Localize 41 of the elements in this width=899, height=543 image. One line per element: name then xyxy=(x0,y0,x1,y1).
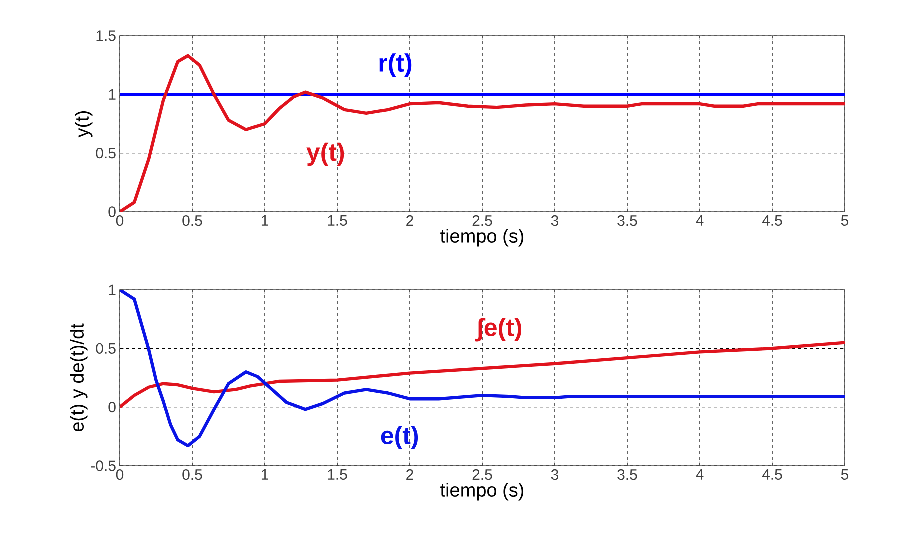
x-tick-label: 3.5 xyxy=(618,470,638,480)
x-tick-label: 0.5 xyxy=(182,470,202,480)
y-tick-label: 0.5 xyxy=(96,148,116,159)
y-tick-label: 0 xyxy=(108,206,116,218)
series-label: e(t) xyxy=(381,426,418,450)
x-axis-title: tiempo (s) xyxy=(440,229,524,247)
x-tick-label: 3 xyxy=(551,470,559,480)
y-tick-label: 0 xyxy=(108,402,116,413)
y-tick-label: -0.5 xyxy=(91,460,116,472)
x-tick-label: 5 xyxy=(841,470,849,480)
x-tick-label: 2 xyxy=(406,216,414,226)
x-tick-label: 1 xyxy=(262,216,268,226)
x-tick-label: 1 xyxy=(262,470,268,480)
x-tick-label: 3 xyxy=(551,216,559,226)
line-series xyxy=(120,290,845,448)
x-tick-label: 1.5 xyxy=(328,216,348,226)
x-tick-label: 0.5 xyxy=(182,216,202,226)
x-tick-label: 4.5 xyxy=(762,216,782,226)
y-tick-label: 1 xyxy=(109,284,116,296)
series-label: r(t) xyxy=(380,54,412,77)
x-tick-label: 4 xyxy=(696,470,704,480)
series-label: y(t) xyxy=(306,142,344,166)
x-tick-label: 0 xyxy=(116,216,124,226)
x-tick-label: 2.5 xyxy=(472,216,492,226)
line-series xyxy=(120,54,845,212)
x-tick-label: 4.5 xyxy=(762,470,782,480)
line-series xyxy=(120,341,845,409)
x-axis-title: tiempo (s) xyxy=(440,483,524,501)
x-tick-label: 4 xyxy=(696,216,704,226)
y-tick-label: 1 xyxy=(109,90,116,100)
y-tick-label: 1.5 xyxy=(96,30,116,42)
x-tick-label: 0 xyxy=(116,470,124,480)
y-tick-label: 0.5 xyxy=(96,343,116,354)
x-tick-label: 1.5 xyxy=(328,470,348,480)
x-tick-label: 3.5 xyxy=(618,216,638,226)
y-axis-title: e(t) y de(t)/dt xyxy=(70,324,88,432)
x-tick-label: 5 xyxy=(841,216,849,226)
x-tick-label: 2 xyxy=(406,470,414,480)
x-tick-label: 2.5 xyxy=(472,470,492,480)
y-axis-title: y(t) xyxy=(75,111,93,138)
series-label: ∫e(t) xyxy=(475,318,522,342)
